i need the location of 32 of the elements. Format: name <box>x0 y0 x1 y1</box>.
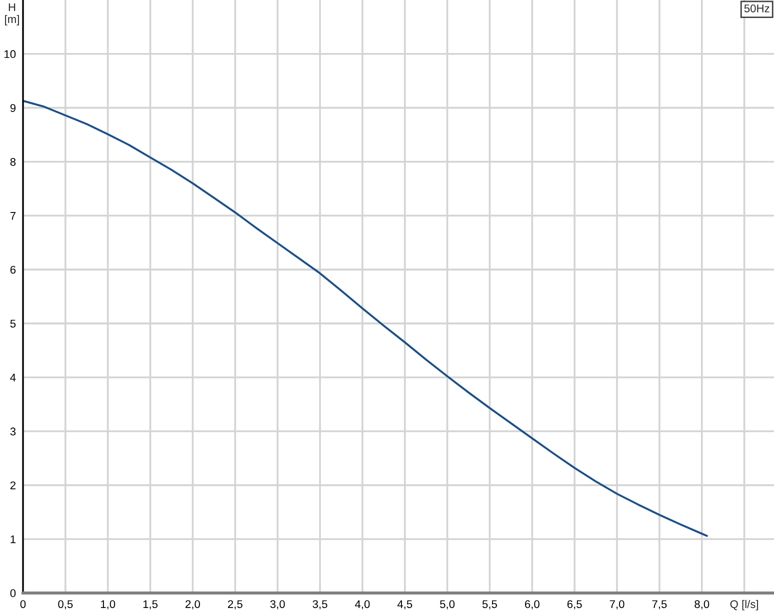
x-tick-label: 5,0 <box>440 600 455 610</box>
x-tick-label: 3,0 <box>270 600 285 610</box>
x-axis-title: Q [l/s] <box>730 600 758 610</box>
x-tick-label: 4,0 <box>354 600 370 610</box>
x-tick-label: 6,0 <box>524 600 540 610</box>
line-series <box>23 100 708 537</box>
y-tick-label: 4 <box>10 374 16 382</box>
y-tick-label: 10 <box>4 50 16 58</box>
y-tick-label: 1 <box>10 535 16 544</box>
x-tick-label: 1,0 <box>100 600 116 610</box>
x-tick-label: 2,0 <box>186 600 200 610</box>
y-tick-label: 9 <box>10 104 16 112</box>
x-tick-label: 6,5 <box>567 600 582 610</box>
y-tick-label: 0 <box>10 589 16 598</box>
x-tick-label: 4,5 <box>397 600 412 610</box>
y-tick-label: 6 <box>10 266 16 274</box>
y-axis-title: H [m] <box>5 3 19 26</box>
y-tick-label: 3 <box>10 428 16 436</box>
annotation: 50Hz <box>744 4 770 12</box>
y-tick-label: 2 <box>10 481 16 490</box>
x-tick-label: 7,5 <box>652 600 667 610</box>
x-tick-label: 1,5 <box>143 600 158 610</box>
x-tick-label: 0,5 <box>58 600 73 610</box>
x-tick-label: 2,5 <box>228 600 242 610</box>
y-tick-label: 7 <box>10 212 16 220</box>
x-tick-label: 0 <box>20 600 26 608</box>
x-tick-label: 8,0 <box>694 600 710 610</box>
y-tick-label: 8 <box>10 158 16 166</box>
x-tick-label: 3,5 <box>312 600 328 610</box>
y-tick-label: 5 <box>10 320 16 328</box>
x-tick-label: 5,5 <box>482 600 497 610</box>
x-tick-label: 7,0 <box>610 600 624 610</box>
